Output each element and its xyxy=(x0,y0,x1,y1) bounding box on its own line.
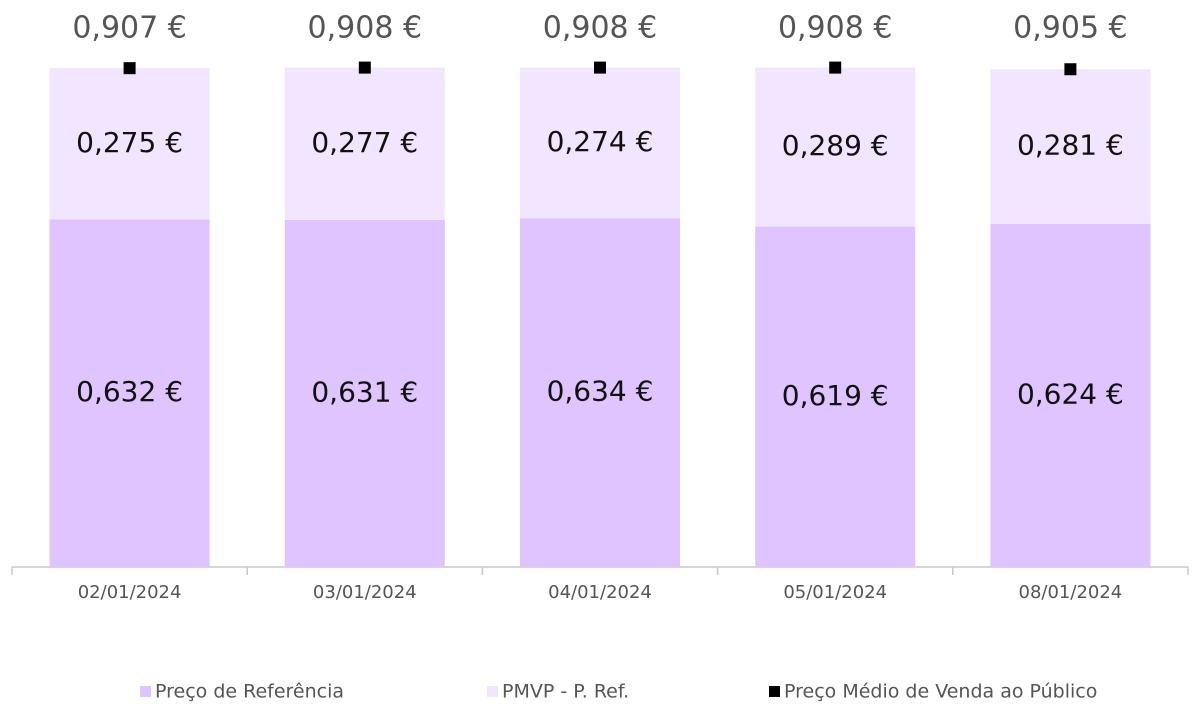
bar-segment xyxy=(284,219,445,567)
marker xyxy=(358,61,371,74)
x-tick-label: 05/01/2024 xyxy=(783,582,887,603)
legend-swatch xyxy=(769,686,780,697)
bar-segment xyxy=(284,67,445,220)
total-label: 0,908 € xyxy=(308,11,423,46)
x-tick-label: 02/01/2024 xyxy=(78,582,182,603)
bar-segment xyxy=(49,219,210,567)
x-tick-label: 03/01/2024 xyxy=(313,582,417,603)
bar-segment xyxy=(520,218,680,568)
legend-label: Preço de Referência xyxy=(155,681,344,703)
legend-label: Preço Médio de Venda ao Público xyxy=(784,681,1097,703)
value-label: 0,634 € xyxy=(547,375,654,408)
legend-label: PMVP - P. Ref. xyxy=(502,681,629,703)
value-label: 0,281 € xyxy=(1017,129,1124,162)
value-label: 0,277 € xyxy=(311,126,418,159)
marker xyxy=(829,61,842,74)
value-label: 0,289 € xyxy=(782,129,889,162)
bar-segment xyxy=(990,223,1151,568)
value-label: 0,619 € xyxy=(782,379,889,412)
marker xyxy=(123,62,136,75)
x-tick-label: 04/01/2024 xyxy=(548,582,652,603)
marker xyxy=(594,61,606,74)
value-label: 0,275 € xyxy=(76,126,183,159)
bar-segment xyxy=(755,226,916,568)
total-label: 0,908 € xyxy=(543,11,658,46)
value-label: 0,274 € xyxy=(547,125,654,158)
total-label: 0,907 € xyxy=(72,11,187,46)
bar-segment xyxy=(49,68,210,220)
bar-segment xyxy=(520,67,680,219)
total-label: 0,905 € xyxy=(1013,11,1128,46)
marker xyxy=(1064,63,1077,76)
x-tick-label: 08/01/2024 xyxy=(1019,582,1123,603)
bar-segment xyxy=(990,69,1151,224)
value-label: 0,624 € xyxy=(1017,377,1124,410)
value-label: 0,632 € xyxy=(76,375,183,408)
total-label: 0,908 € xyxy=(778,11,893,46)
value-label: 0,631 € xyxy=(311,375,418,408)
bar-segment xyxy=(755,67,916,227)
legend-swatch xyxy=(487,686,498,697)
legend-swatch xyxy=(140,686,151,697)
